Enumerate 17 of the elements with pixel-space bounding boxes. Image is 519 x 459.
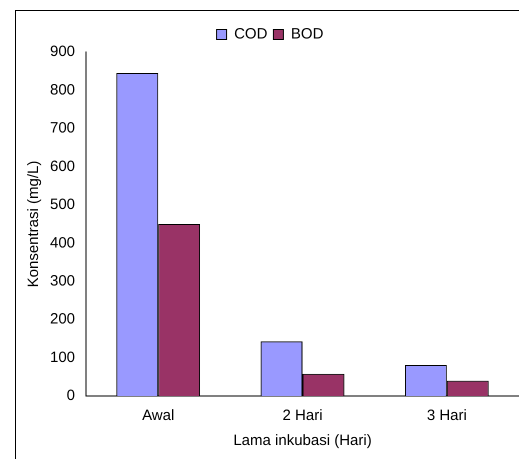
y-tick-label: 600 (50, 158, 76, 175)
y-tick-label: 0 (66, 387, 76, 404)
legend-label: COD (234, 26, 268, 43)
y-tick-label: 900 (50, 43, 76, 60)
x-tick-label: 3 Hari (426, 407, 467, 424)
x-tick-label: Awal (142, 407, 174, 424)
y-tick-label: 400 (50, 234, 76, 252)
y-tick-label: 500 (50, 196, 76, 214)
y-tick-label: 300 (50, 272, 76, 290)
y-tick-label: 800 (50, 81, 76, 98)
y-axis-title: Konsentrasi (mg/L) (25, 160, 42, 288)
y-tick-label: 200 (50, 310, 76, 328)
legend-label: BOD (290, 26, 324, 43)
x-axis-title: Lama inkubasi (Hari) (233, 432, 372, 450)
y-tick-label: 100 (50, 348, 76, 366)
x-tick-label: 2 Hari (282, 407, 323, 424)
y-tick-label: 700 (50, 120, 76, 137)
